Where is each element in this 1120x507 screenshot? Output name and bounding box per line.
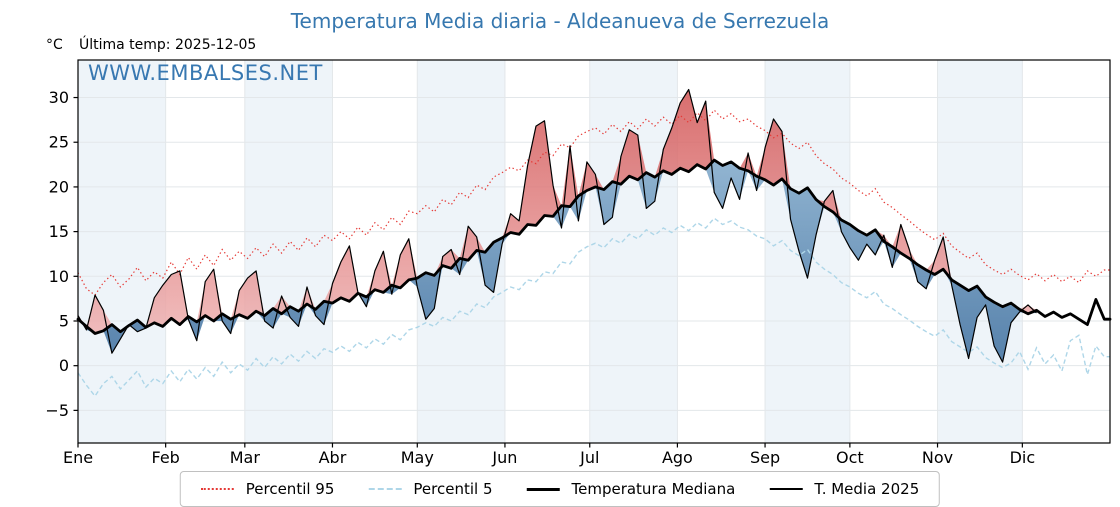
legend-item-percentil-95: Percentil 95 <box>200 480 335 498</box>
svg-text:5: 5 <box>59 311 69 330</box>
svg-text:May: May <box>401 448 434 467</box>
svg-text:20: 20 <box>49 177 69 196</box>
below-median-fill <box>78 160 1037 363</box>
month-band-group <box>78 60 1023 443</box>
legend-label-t-media-2025: T. Media 2025 <box>814 480 920 498</box>
watermark: WWW.EMBALSES.NET <box>88 61 323 85</box>
legend-label-temperatura-mediana: Temperatura Mediana <box>571 480 736 498</box>
legend-swatch-percentil-95-icon <box>200 488 234 490</box>
legend-swatch-t-media-2025-icon <box>769 488 803 490</box>
svg-text:Abr: Abr <box>319 448 347 467</box>
chart-title: Temperatura Media diaria - Aldeanueva de… <box>290 9 830 33</box>
svg-text:Ene: Ene <box>63 448 93 467</box>
legend-item-temperatura-mediana: Temperatura Mediana <box>526 480 735 498</box>
legend-label-percentil-95: Percentil 95 <box>245 480 335 498</box>
legend-swatch-percentil-5-icon <box>368 488 402 490</box>
svg-text:15: 15 <box>49 222 69 241</box>
svg-text:Feb: Feb <box>151 448 179 467</box>
plot-border <box>77 59 1111 444</box>
svg-text:Sep: Sep <box>750 448 780 467</box>
legend: Percentil 95 Percentil 5 Temperatura Med… <box>179 471 941 507</box>
above-median-fill <box>78 89 1037 334</box>
gridline-group <box>78 60 1110 443</box>
svg-text:30: 30 <box>49 88 69 107</box>
axis-tick-group <box>73 96 1023 448</box>
y-units-label: °C <box>46 37 63 53</box>
svg-text:Oct: Oct <box>836 448 864 467</box>
svg-text:Jul: Jul <box>579 448 599 467</box>
legend-item-t-media-2025: T. Media 2025 <box>769 480 919 498</box>
percentil-5-line <box>77 217 1110 398</box>
last-temp-label: Última temp: 2025-12-05 <box>79 37 257 53</box>
x-tick-label-group: Ene Feb Mar Abr May Jun Jul Ago Sep Oct Nov Dic <box>63 448 1035 467</box>
svg-text:Mar: Mar <box>230 448 261 467</box>
svg-text:Ago: Ago <box>662 448 693 467</box>
legend-swatch-temperatura-mediana-icon <box>526 487 560 491</box>
legend-item-percentil-5: Percentil 5 <box>368 480 492 498</box>
percentil-95-line <box>77 109 1110 296</box>
legend-label-percentil-5: Percentil 5 <box>413 480 493 498</box>
temperatura-mediana-line <box>76 158 1112 335</box>
t-media-2025-line <box>77 88 1037 363</box>
svg-text:−5: −5 <box>45 401 69 420</box>
svg-text:25: 25 <box>49 133 69 152</box>
svg-text:Nov: Nov <box>922 448 953 467</box>
svg-text:Jun: Jun <box>491 448 517 467</box>
svg-text:0: 0 <box>59 356 69 375</box>
svg-text:Dic: Dic <box>1010 448 1036 467</box>
y-tick-label-group: −5 0 5 10 15 20 25 30 <box>45 88 69 420</box>
svg-text:10: 10 <box>49 267 69 286</box>
